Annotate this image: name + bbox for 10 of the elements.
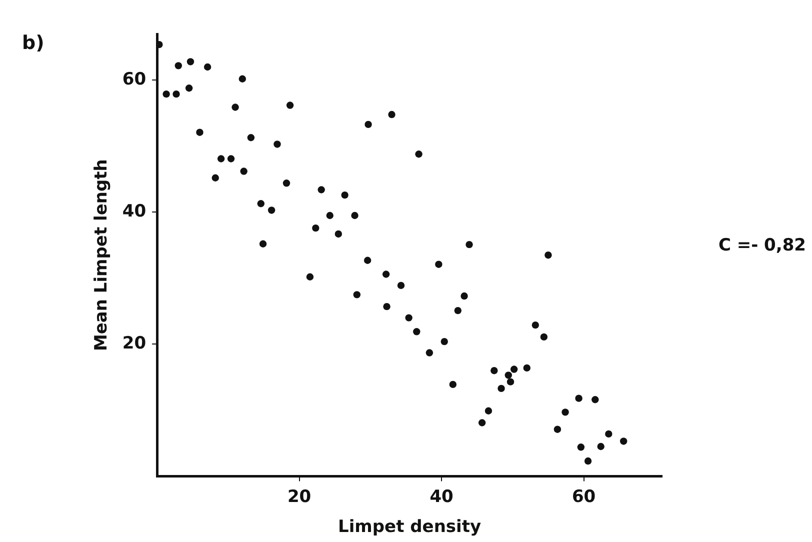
x-tick-label: 20 [287,486,312,507]
x-axis-title: Limpet density [338,517,482,538]
y-axis-title: Mean Limpet length [92,159,112,352]
y-tick-label: 20 [122,334,146,354]
x-tick-label: 60 [572,486,596,507]
text: C =- 0,82 [718,236,806,256]
y-tick-label: 40 [122,202,146,222]
text: b) [22,32,44,54]
y-tick-label: 60 [122,70,146,90]
x-tick-label: 40 [430,486,454,507]
